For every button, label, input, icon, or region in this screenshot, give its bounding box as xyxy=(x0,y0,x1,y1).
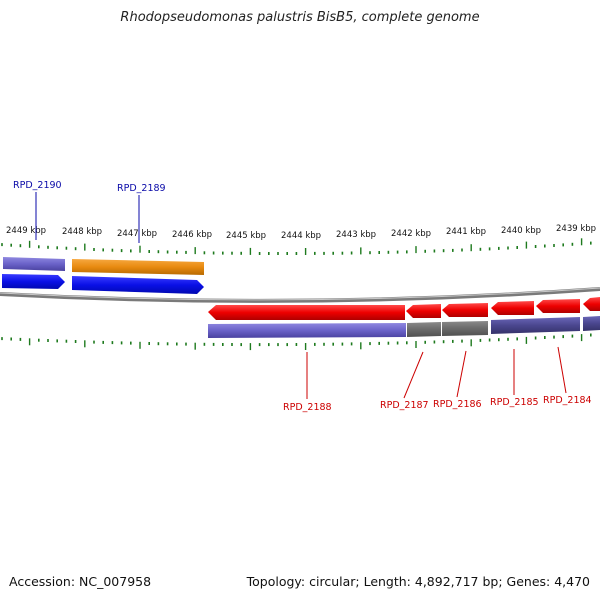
gene-label-rpd-2187[interactable]: RPD_2187 xyxy=(380,400,429,411)
top-gene-labels: RPD_2190 RPD_2189 xyxy=(13,180,166,243)
scale-label: 2446 kbp xyxy=(172,230,212,240)
feature-bar-navy-1[interactable] xyxy=(491,317,580,334)
lower-scale-ticks xyxy=(1,333,592,351)
genome-summary: Topology: circular; Length: 4,892,717 bp… xyxy=(246,574,590,589)
gene-label-rpd-2189[interactable]: RPD_2189 xyxy=(117,183,166,194)
scale-labels: 2449 kbp 2448 kbp 2447 kbp 2446 kbp 2445… xyxy=(6,224,596,241)
map-title: Rhodopseudomonas palustris BisB5, comple… xyxy=(120,10,480,25)
cds-reverse-partial[interactable] xyxy=(583,297,600,311)
cds-reverse-rpd-2186[interactable] xyxy=(442,303,488,317)
scale-label: 2449 kbp xyxy=(6,226,46,236)
cds-forward-rpd-2190[interactable] xyxy=(2,274,65,289)
gene-label-rpd-2190[interactable]: RPD_2190 xyxy=(13,180,62,191)
callout-line xyxy=(403,351,424,399)
feature-bar-navy-2[interactable] xyxy=(583,316,600,331)
accession-text: Accession: NC_007958 xyxy=(9,574,152,589)
feature-bar-gray-2[interactable] xyxy=(442,321,488,336)
genome-backbone xyxy=(0,287,600,303)
feature-bar-purple-top[interactable] xyxy=(3,257,65,271)
cds-reverse-rpd-2187[interactable] xyxy=(406,304,441,318)
scale-label: 2444 kbp xyxy=(281,231,321,241)
callout-line xyxy=(557,346,567,394)
scale-label: 2445 kbp xyxy=(226,231,266,241)
scale-label: 2447 kbp xyxy=(117,229,157,239)
gene-label-rpd-2186[interactable]: RPD_2186 xyxy=(433,399,482,410)
cds-reverse-rpd-2184[interactable] xyxy=(536,299,580,313)
scale-label: 2443 kbp xyxy=(336,230,376,240)
cds-reverse-rpd-2185[interactable] xyxy=(491,301,534,315)
feature-bar-orange[interactable] xyxy=(72,259,204,275)
scale-label: 2448 kbp xyxy=(62,227,102,237)
scale-label: 2440 kbp xyxy=(501,226,541,236)
gene-label-rpd-2185[interactable]: RPD_2185 xyxy=(490,397,539,408)
callout-line xyxy=(456,350,467,398)
gene-label-rpd-2184[interactable]: RPD_2184 xyxy=(543,395,592,406)
feature-bar-gray-1[interactable] xyxy=(407,322,441,337)
cds-reverse-rpd-2188[interactable] xyxy=(208,305,405,320)
scale-label: 2441 kbp xyxy=(446,227,486,237)
gene-label-rpd-2188[interactable]: RPD_2188 xyxy=(283,402,332,413)
feature-bar-purple-bottom[interactable] xyxy=(208,323,406,338)
scale-label: 2442 kbp xyxy=(391,229,431,239)
cds-forward-rpd-2189[interactable] xyxy=(72,276,204,294)
genome-backbone-highlight xyxy=(0,287,600,301)
bottom-gene-labels: RPD_2188 RPD_2187 RPD_2186 RPD_2185 RPD_… xyxy=(283,346,592,413)
upper-scale-ticks xyxy=(1,238,592,255)
scale-label: 2439 kbp xyxy=(556,224,596,234)
